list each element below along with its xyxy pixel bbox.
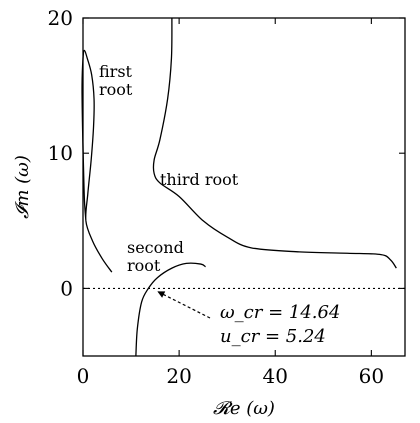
critical-point-arrow — [157, 290, 211, 319]
omega-cr-label: ω_cr = 14.64 — [220, 302, 340, 323]
y-tick-label: 0 — [60, 276, 73, 300]
y-axis-ticks: 0 10 20 — [48, 6, 405, 300]
x-tick-label: 40 — [263, 364, 288, 388]
y-tick-label: 20 — [48, 6, 73, 30]
series-second-root — [135, 262, 206, 357]
y-tick-label: 10 — [48, 141, 73, 165]
x-tick-label: 0 — [77, 364, 90, 388]
curves — [81, 17, 397, 357]
x-axis-label: 𝓡e (ω) — [213, 398, 275, 419]
second-root-label-line1: second — [127, 238, 184, 257]
series-first-root — [81, 49, 113, 273]
x-axis-ticks: 0 20 40 60 — [77, 18, 384, 388]
x-tick-label: 60 — [359, 364, 384, 388]
second-root-label-line2: root — [127, 256, 161, 275]
series-third-root — [152, 17, 397, 269]
first-root-label-line1: first — [99, 62, 133, 81]
annotation-second-root: second root — [127, 238, 184, 275]
y-axis-label: 𝓘m (ω) — [12, 155, 33, 219]
x-tick-label: 20 — [166, 364, 191, 388]
first-root-label-line2: root — [99, 80, 133, 99]
third-root-label: third root — [160, 170, 239, 189]
annotation-first-root: first root — [99, 62, 133, 99]
plot-frame — [82, 17, 406, 357]
u-cr-label: u_cr = 5.24 — [220, 326, 326, 347]
